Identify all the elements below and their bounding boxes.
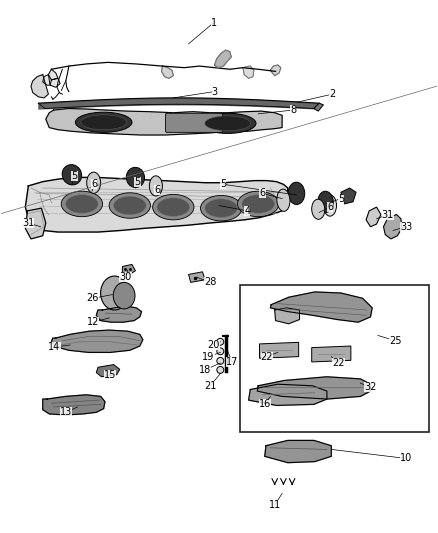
Ellipse shape [237, 191, 279, 216]
Text: 2: 2 [329, 89, 335, 99]
Text: 5: 5 [338, 193, 344, 204]
Text: 11: 11 [268, 500, 281, 510]
Ellipse shape [277, 189, 290, 212]
Text: 16: 16 [258, 399, 271, 409]
Text: 25: 25 [389, 336, 402, 346]
Text: 30: 30 [119, 272, 131, 282]
Ellipse shape [217, 367, 224, 373]
Text: 6: 6 [91, 179, 97, 189]
Polygon shape [270, 292, 372, 322]
Polygon shape [31, 75, 48, 98]
Polygon shape [43, 395, 105, 415]
Polygon shape [50, 78, 60, 87]
Text: 18: 18 [199, 365, 211, 375]
Polygon shape [25, 177, 288, 232]
Text: 19: 19 [202, 352, 215, 361]
Polygon shape [259, 342, 299, 358]
Polygon shape [188, 272, 205, 282]
Circle shape [113, 282, 135, 309]
Polygon shape [162, 66, 173, 78]
Ellipse shape [126, 167, 145, 188]
Ellipse shape [242, 195, 275, 213]
Circle shape [101, 276, 128, 310]
Polygon shape [265, 440, 331, 463]
Ellipse shape [323, 195, 336, 216]
Ellipse shape [318, 191, 333, 212]
Text: 21: 21 [204, 381, 216, 391]
Polygon shape [366, 207, 381, 227]
Polygon shape [215, 50, 231, 68]
Polygon shape [257, 377, 371, 399]
Polygon shape [96, 306, 141, 322]
Ellipse shape [312, 199, 325, 219]
Ellipse shape [66, 195, 98, 213]
Text: 8: 8 [290, 105, 296, 115]
Text: 31: 31 [382, 209, 394, 220]
Text: 5: 5 [71, 172, 78, 181]
Text: 5: 5 [220, 179, 226, 189]
Polygon shape [122, 264, 135, 274]
Polygon shape [384, 215, 402, 239]
FancyBboxPatch shape [166, 114, 223, 132]
Polygon shape [341, 188, 356, 204]
Polygon shape [25, 208, 46, 239]
Ellipse shape [87, 172, 101, 193]
Polygon shape [43, 75, 50, 85]
Polygon shape [249, 384, 327, 406]
Text: 10: 10 [400, 454, 412, 463]
Text: 20: 20 [208, 340, 220, 350]
Text: 6: 6 [259, 188, 265, 198]
Text: 5: 5 [134, 176, 141, 187]
Polygon shape [270, 65, 281, 76]
Ellipse shape [217, 348, 224, 355]
Polygon shape [312, 346, 351, 362]
Ellipse shape [288, 182, 305, 205]
Text: 6: 6 [327, 202, 333, 212]
Text: 22: 22 [261, 352, 273, 361]
Text: 12: 12 [87, 317, 99, 327]
Ellipse shape [75, 112, 132, 132]
Text: 1: 1 [211, 18, 217, 28]
Ellipse shape [205, 116, 251, 131]
Bar [240, 285, 429, 432]
Ellipse shape [152, 195, 194, 220]
Polygon shape [243, 66, 254, 78]
Text: 15: 15 [104, 370, 117, 380]
Ellipse shape [201, 196, 242, 221]
Text: 26: 26 [87, 293, 99, 303]
Ellipse shape [113, 196, 146, 215]
Ellipse shape [217, 338, 224, 345]
Text: 13: 13 [60, 407, 72, 417]
Ellipse shape [205, 199, 237, 217]
Polygon shape [48, 69, 58, 80]
Text: 3: 3 [212, 86, 218, 96]
Ellipse shape [157, 198, 190, 216]
Polygon shape [46, 109, 282, 135]
Ellipse shape [81, 115, 127, 130]
Ellipse shape [62, 165, 81, 185]
Text: 4: 4 [244, 206, 251, 216]
Ellipse shape [149, 176, 162, 196]
Polygon shape [275, 308, 300, 324]
Text: 33: 33 [400, 222, 412, 232]
Polygon shape [51, 330, 143, 352]
Text: 32: 32 [364, 382, 377, 392]
Text: 17: 17 [226, 357, 238, 367]
Text: 22: 22 [332, 358, 345, 368]
Text: 31: 31 [22, 218, 35, 228]
Ellipse shape [217, 358, 224, 365]
Text: 28: 28 [204, 277, 216, 287]
Polygon shape [96, 365, 120, 377]
Polygon shape [314, 103, 323, 111]
Text: 14: 14 [48, 342, 60, 352]
Text: 6: 6 [154, 184, 160, 195]
Ellipse shape [109, 193, 150, 218]
Ellipse shape [61, 191, 102, 216]
Ellipse shape [199, 114, 256, 133]
